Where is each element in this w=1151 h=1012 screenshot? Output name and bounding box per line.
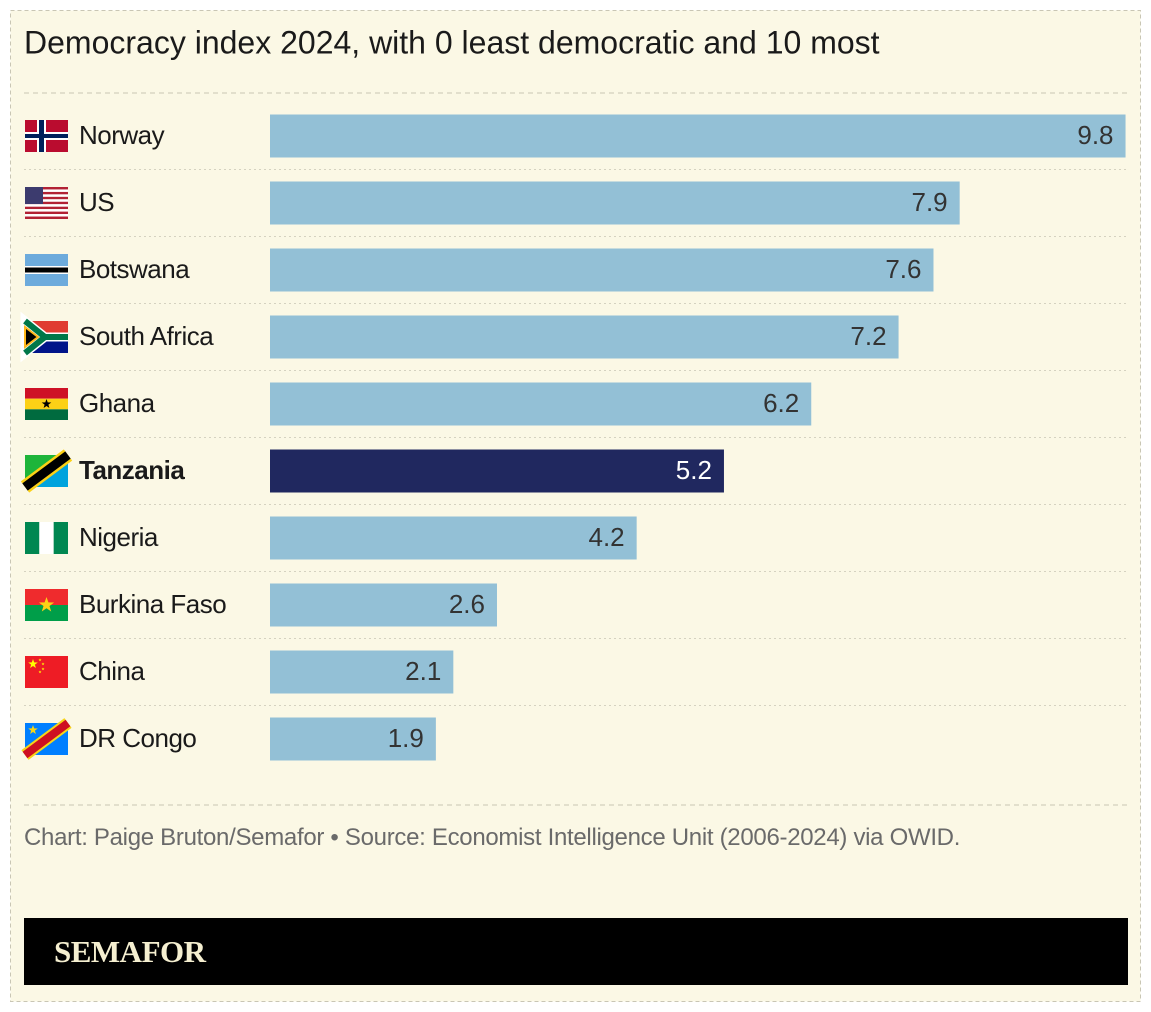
bar — [270, 449, 724, 493]
flag — [25, 605, 68, 621]
bar — [270, 248, 934, 292]
bar — [270, 516, 637, 560]
category-label: Tanzania — [79, 455, 185, 485]
category-label: US — [79, 187, 114, 217]
flag — [25, 194, 68, 197]
value-label: 9.8 — [1077, 120, 1113, 150]
bar — [270, 315, 899, 359]
flag — [25, 206, 68, 210]
source-note: Chart: Paige Bruton/Semafor • Source: Ec… — [24, 824, 961, 851]
flag — [22, 451, 71, 491]
category-label: Botswana — [79, 254, 190, 284]
flag — [25, 209, 68, 212]
bar — [270, 650, 454, 694]
flag — [41, 667, 45, 671]
value-label: 2.6 — [449, 589, 485, 619]
flag — [28, 725, 38, 734]
flag — [25, 216, 68, 219]
flag — [24, 324, 40, 350]
value-label: 2.1 — [405, 656, 441, 686]
flag — [25, 134, 68, 138]
bar — [270, 382, 812, 426]
bar — [270, 717, 436, 761]
flag-icon — [25, 254, 68, 286]
flag-icon — [25, 388, 68, 420]
category-label: Norway — [79, 120, 165, 150]
flag — [39, 522, 54, 554]
value-label: 1.9 — [388, 723, 424, 753]
category-label: Nigeria — [79, 522, 159, 552]
value-label: 4.2 — [589, 522, 625, 552]
flag — [25, 201, 68, 205]
bar — [270, 181, 960, 225]
category-label: South Africa — [79, 321, 214, 351]
flag — [53, 522, 68, 554]
flag — [38, 658, 42, 662]
flag — [38, 670, 42, 674]
bar — [270, 583, 497, 627]
flag — [23, 318, 68, 356]
value-label: 7.2 — [850, 321, 886, 351]
chart-title: Democracy index 2024, with 0 least democ… — [24, 24, 880, 60]
flag — [25, 656, 68, 688]
flag — [25, 187, 43, 204]
category-label: Ghana — [79, 388, 156, 418]
flag — [25, 522, 40, 554]
bar — [270, 114, 1126, 158]
value-label: 5.2 — [676, 455, 712, 485]
flag — [25, 189, 68, 192]
flag — [25, 211, 68, 215]
flag-icon — [20, 311, 68, 363]
flag — [25, 214, 68, 217]
flag — [25, 196, 68, 200]
flag-icon — [25, 589, 68, 621]
flag — [25, 267, 68, 273]
frame — [10, 10, 1141, 1002]
value-label: 7.9 — [912, 187, 948, 217]
flag-icon — [25, 656, 68, 688]
category-label: China — [79, 656, 145, 686]
flag — [38, 597, 55, 612]
category-label: DR Congo — [79, 723, 196, 753]
flag — [25, 388, 68, 399]
flag — [25, 191, 68, 195]
flag — [28, 659, 38, 668]
flag — [25, 204, 68, 207]
flag — [41, 399, 52, 408]
flag-icon — [25, 120, 68, 152]
flag — [22, 719, 71, 759]
logo: SEMAFOR — [24, 918, 1128, 985]
flag — [25, 187, 68, 190]
flag-icon — [25, 522, 68, 554]
flag — [25, 199, 68, 202]
flag — [25, 409, 68, 420]
value-label: 7.6 — [885, 254, 921, 284]
flag — [41, 662, 45, 666]
flag-icon — [25, 187, 68, 219]
flag-icon — [20, 449, 73, 493]
value-label: 6.2 — [763, 388, 799, 418]
category-label: Burkina Faso — [79, 589, 226, 619]
flag-icon — [21, 718, 72, 760]
